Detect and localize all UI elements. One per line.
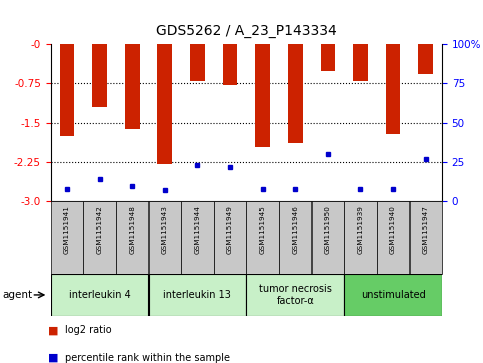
Bar [246, 201, 279, 274]
Bar [353, 44, 368, 81]
Text: GSM1151950: GSM1151950 [325, 205, 331, 254]
Text: GSM1151943: GSM1151943 [162, 205, 168, 254]
Text: GSM1151941: GSM1151941 [64, 205, 70, 254]
Bar [51, 201, 83, 274]
Text: GSM1151944: GSM1151944 [195, 205, 200, 254]
Bar [321, 44, 335, 71]
Text: interleukin 4: interleukin 4 [69, 290, 130, 300]
Text: GSM1151945: GSM1151945 [260, 205, 266, 254]
Text: GSM1151942: GSM1151942 [97, 205, 102, 254]
Text: log2 ratio: log2 ratio [65, 325, 112, 335]
Text: GSM1151939: GSM1151939 [357, 205, 363, 254]
Text: percentile rank within the sample: percentile rank within the sample [65, 352, 230, 363]
Bar [125, 44, 140, 129]
Bar [84, 201, 116, 274]
Bar [344, 274, 442, 316]
Bar [223, 44, 237, 85]
Text: agent: agent [2, 290, 32, 300]
Text: GSM1151940: GSM1151940 [390, 205, 396, 254]
Text: GSM1151948: GSM1151948 [129, 205, 135, 254]
Bar [377, 201, 409, 274]
Text: ■: ■ [48, 325, 59, 335]
Bar [92, 44, 107, 107]
Bar [410, 201, 442, 274]
Text: GSM1151947: GSM1151947 [423, 205, 428, 254]
Bar [344, 201, 377, 274]
Bar [256, 44, 270, 147]
Bar [418, 44, 433, 74]
Text: ■: ■ [48, 352, 59, 363]
Bar [312, 201, 344, 274]
Bar [214, 201, 246, 274]
Bar [386, 44, 400, 134]
Bar [279, 201, 312, 274]
Bar [288, 44, 302, 143]
Text: unstimulated: unstimulated [361, 290, 426, 300]
Bar [157, 44, 172, 164]
Bar [190, 44, 205, 81]
Bar [149, 274, 246, 316]
Bar [60, 44, 74, 136]
Title: GDS5262 / A_23_P143334: GDS5262 / A_23_P143334 [156, 24, 337, 38]
Bar [246, 274, 344, 316]
Bar [149, 201, 181, 274]
Text: tumor necrosis
factor-α: tumor necrosis factor-α [259, 284, 332, 306]
Bar [181, 201, 213, 274]
Bar [116, 201, 148, 274]
Text: interleukin 13: interleukin 13 [163, 290, 231, 300]
Text: GSM1151946: GSM1151946 [292, 205, 298, 254]
Bar [51, 274, 148, 316]
Text: GSM1151949: GSM1151949 [227, 205, 233, 254]
